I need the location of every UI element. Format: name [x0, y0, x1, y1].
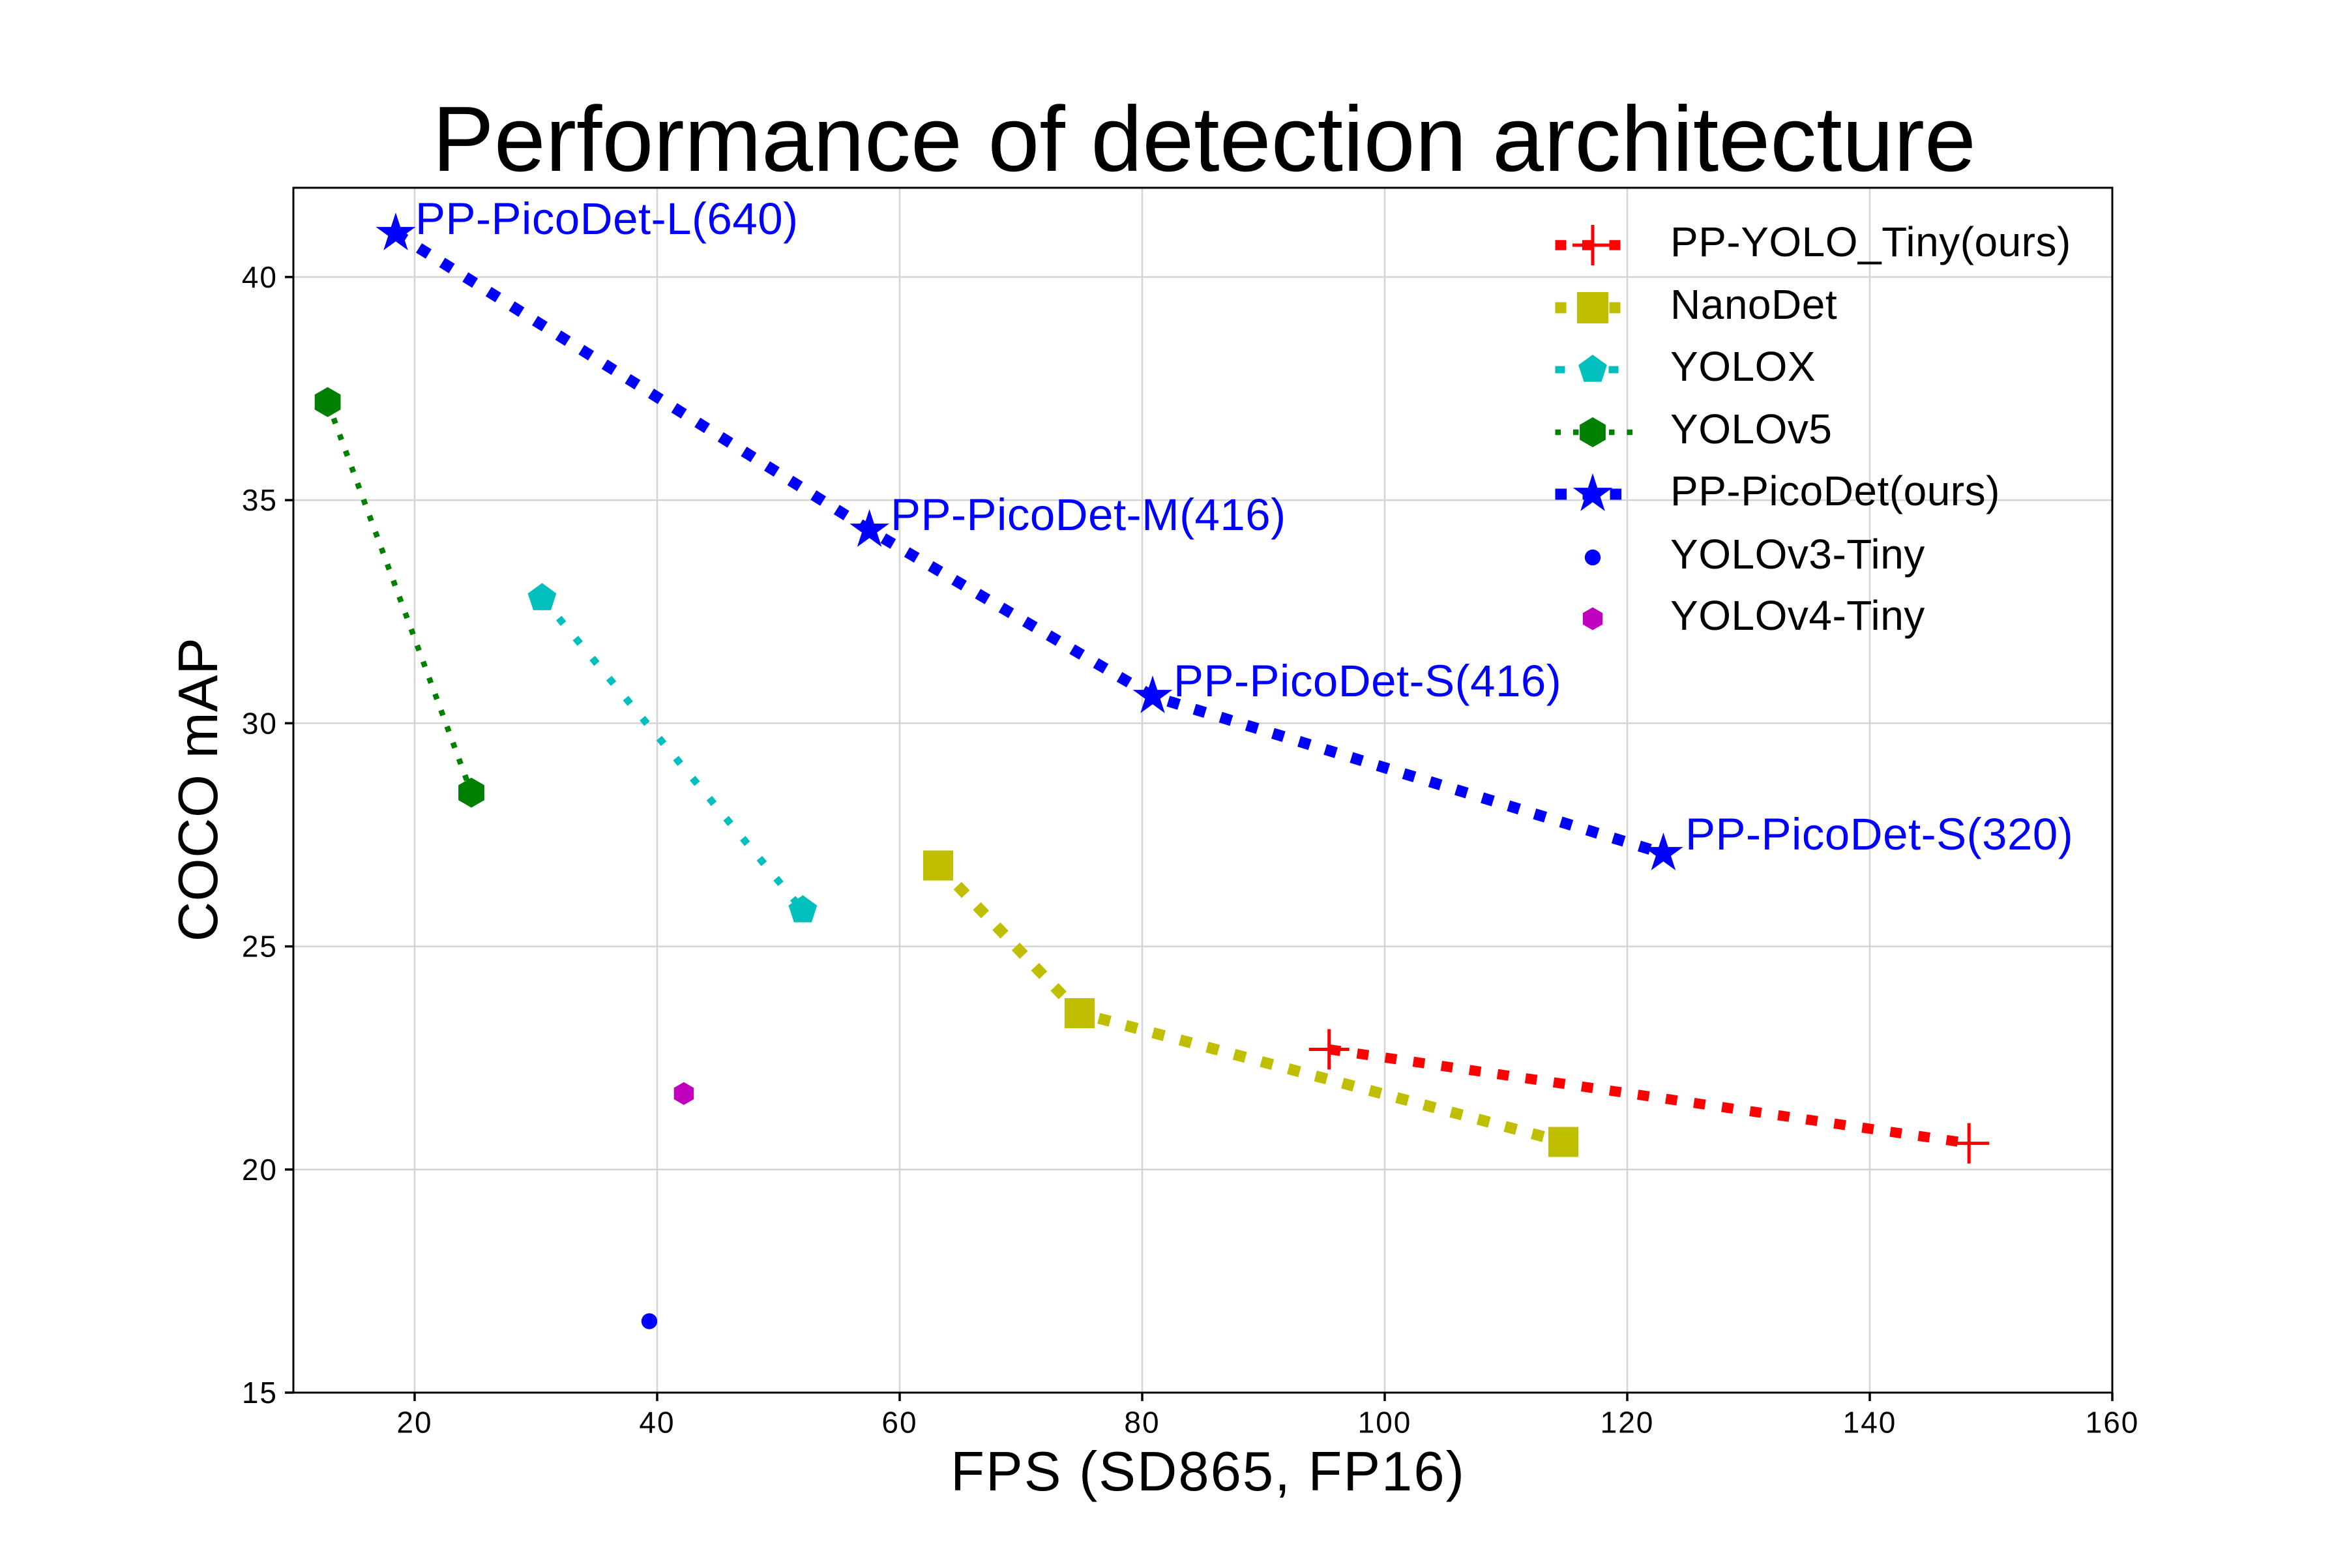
svg-text:PP-PicoDet-L(640): PP-PicoDet-L(640)	[415, 194, 799, 244]
svg-text:YOLOv5: YOLOv5	[1670, 406, 1832, 452]
svg-text:YOLOv3-Tiny: YOLOv3-Tiny	[1670, 531, 1925, 578]
svg-text:15: 15	[242, 1376, 278, 1410]
svg-text:35: 35	[242, 483, 278, 517]
svg-text:25: 25	[242, 930, 278, 964]
svg-text:40: 40	[242, 260, 278, 294]
svg-text:PP-PicoDet-M(416): PP-PicoDet-M(416)	[891, 490, 1286, 540]
svg-text:80: 80	[1124, 1406, 1160, 1440]
svg-text:PP-PicoDet-S(416): PP-PicoDet-S(416)	[1174, 656, 1561, 706]
svg-text:160: 160	[2086, 1406, 2140, 1440]
svg-text:100: 100	[1358, 1406, 1412, 1440]
svg-text:YOLOX: YOLOX	[1670, 343, 1816, 390]
svg-text:20: 20	[242, 1153, 278, 1187]
svg-text:COCO mAP: COCO mAP	[168, 638, 229, 942]
svg-text:30: 30	[242, 706, 278, 740]
svg-text:120: 120	[1601, 1406, 1655, 1440]
svg-text:FPS (SD865, FP16): FPS (SD865, FP16)	[951, 1441, 1466, 1503]
svg-text:140: 140	[1843, 1406, 1897, 1440]
svg-text:PP-YOLO_Tiny(ours): PP-YOLO_Tiny(ours)	[1670, 218, 2071, 265]
svg-text:40: 40	[639, 1406, 675, 1440]
svg-text:60: 60	[881, 1406, 917, 1440]
svg-text:PP-PicoDet-S(320): PP-PicoDet-S(320)	[1685, 809, 2073, 859]
svg-text:PP-PicoDet(ours): PP-PicoDet(ours)	[1670, 467, 2000, 514]
svg-text:NanoDet: NanoDet	[1670, 281, 1837, 328]
svg-text:Performance of detection archi: Performance of detection architecture	[432, 87, 1976, 191]
svg-text:20: 20	[396, 1406, 432, 1440]
svg-text:YOLOv4-Tiny: YOLOv4-Tiny	[1670, 592, 1925, 639]
